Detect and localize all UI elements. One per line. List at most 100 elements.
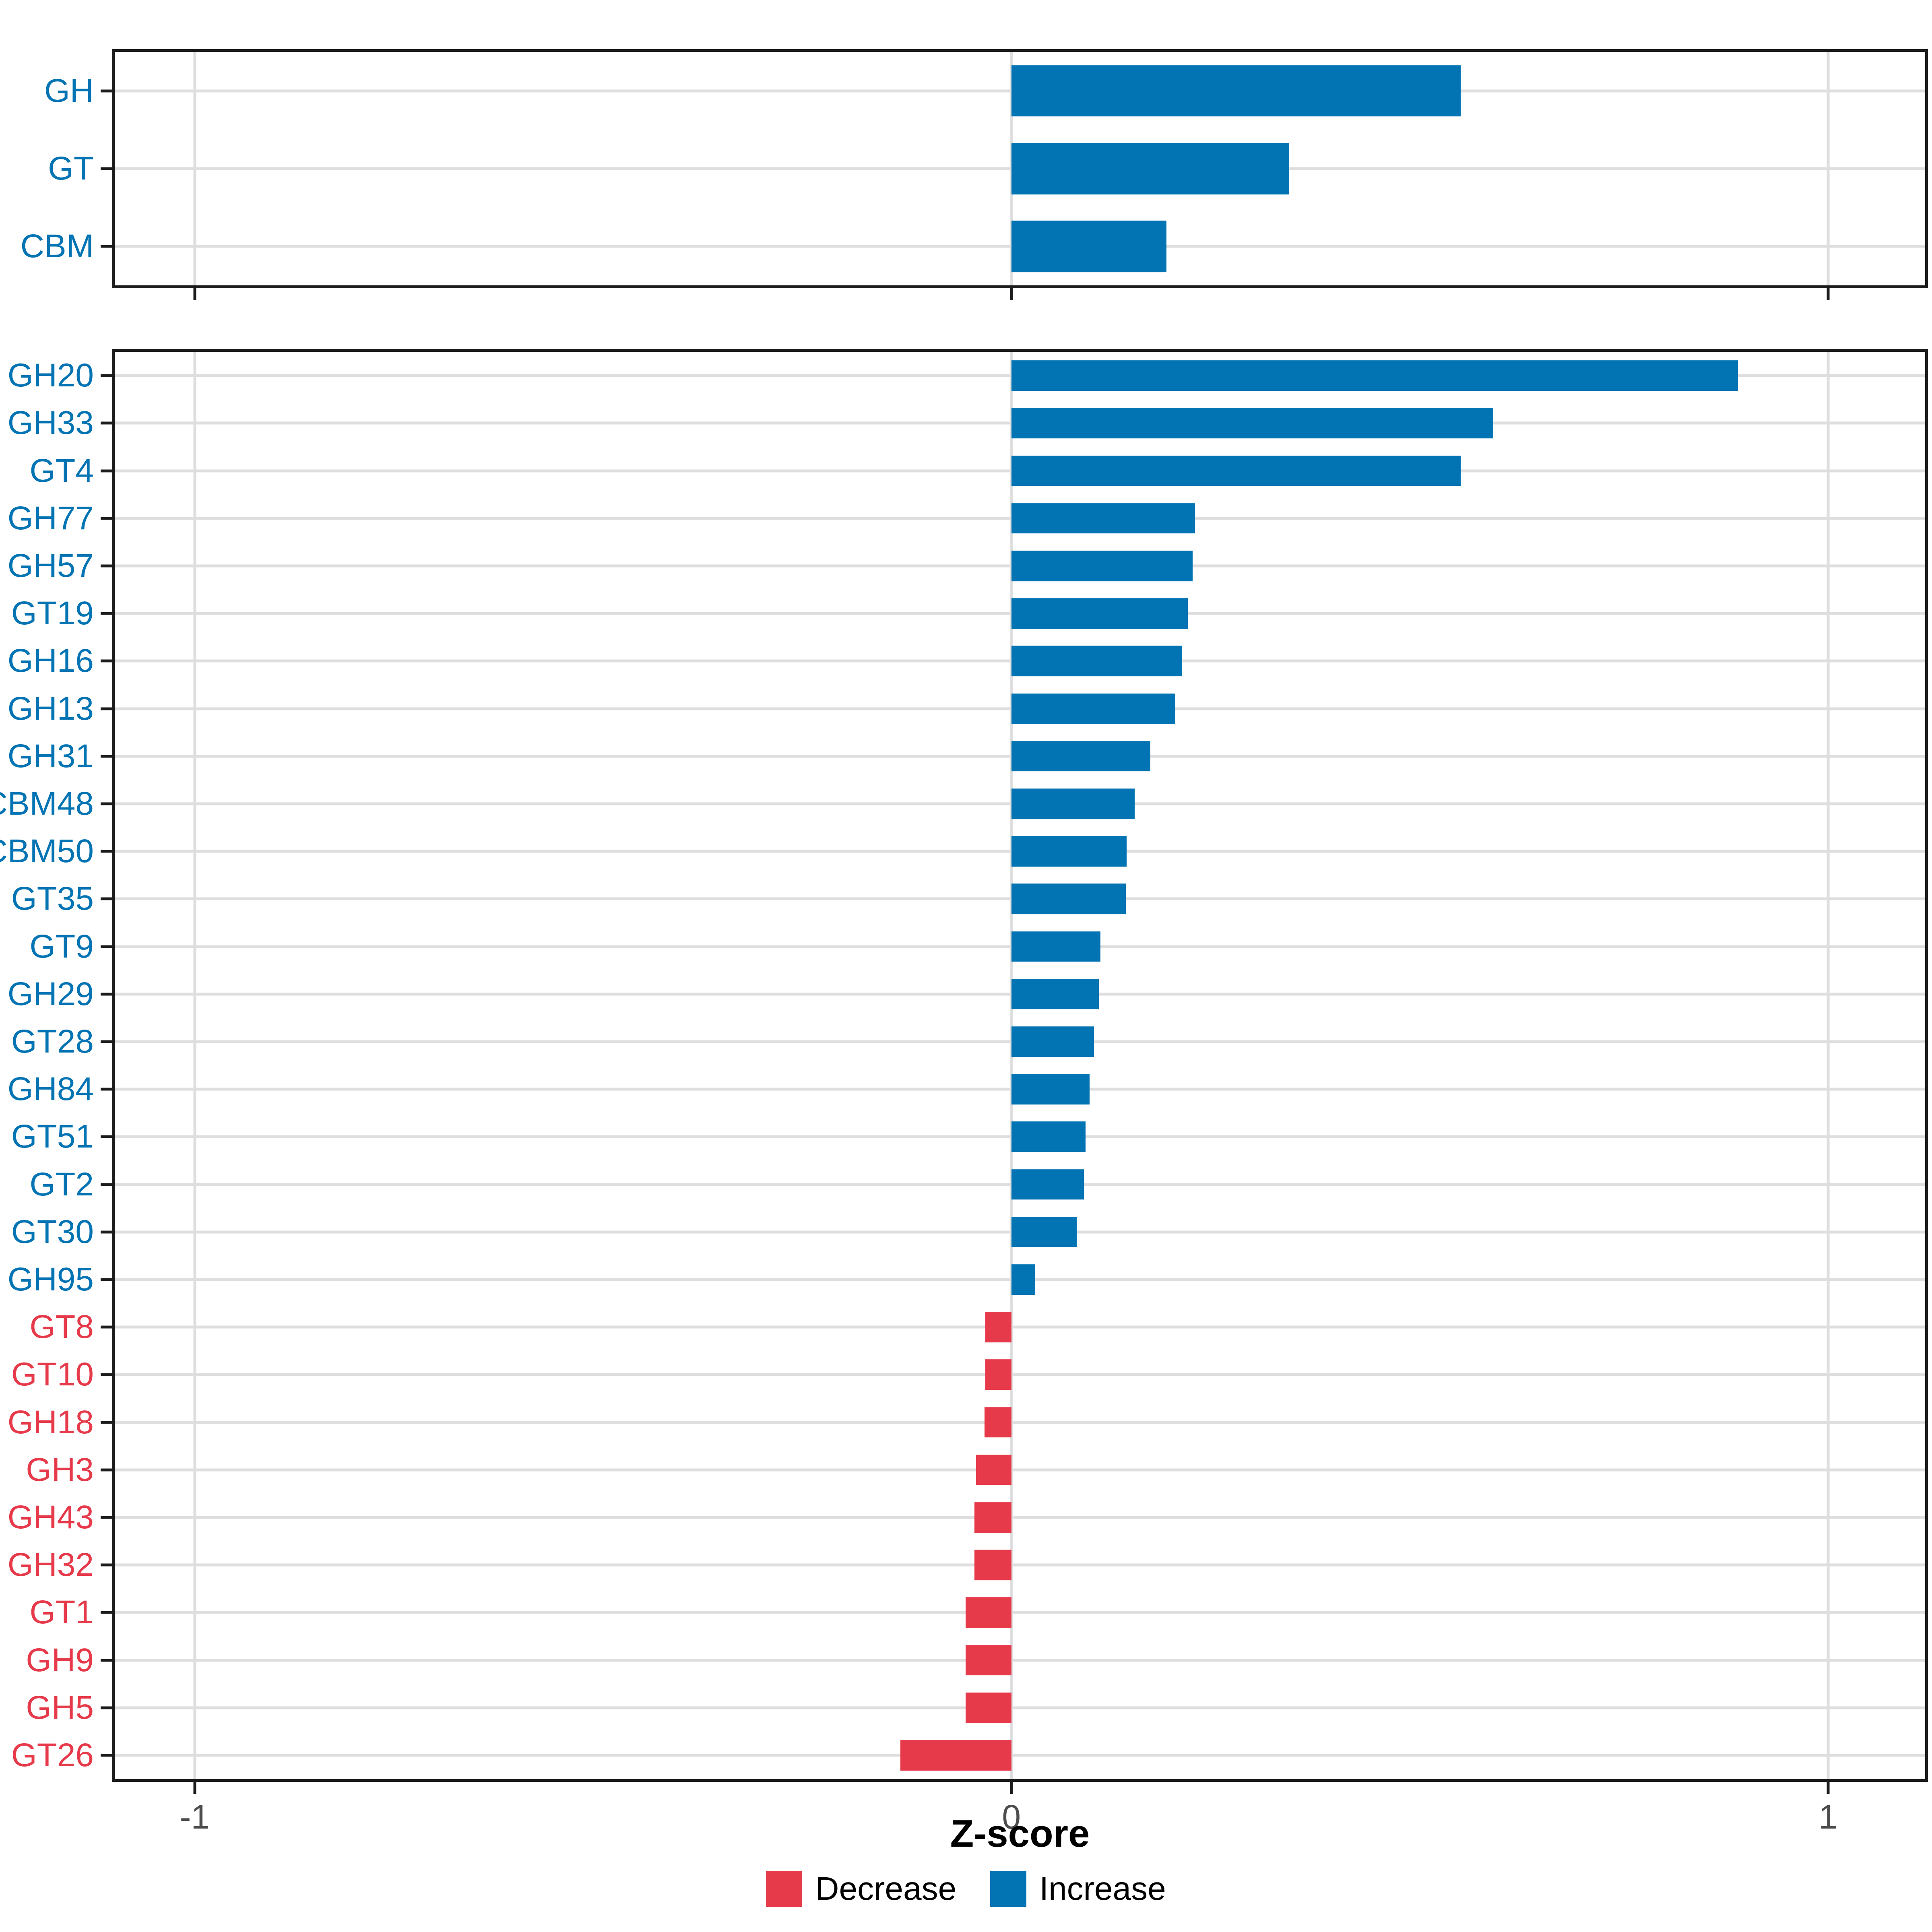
y-axis-label-CBM50: CBM50 [0, 833, 94, 870]
x-tick [193, 1782, 196, 1794]
y-tick [101, 707, 112, 710]
bar-row-GT2: GT2 [30, 1160, 1925, 1208]
y-gridline [115, 1706, 1925, 1709]
bar-row-GH31: GH31 [8, 733, 1925, 780]
legend-key-increase-swatch [990, 1871, 1027, 1907]
bar-GT19 [1011, 598, 1188, 629]
y-axis-label-GT10: GT10 [11, 1356, 94, 1393]
y-axis-label-GH16: GH16 [7, 642, 94, 679]
x-tick [1827, 288, 1830, 300]
y-tick [101, 1611, 112, 1614]
bar-GH57 [1011, 551, 1193, 581]
y-axis-label-GH5: GH5 [26, 1689, 94, 1726]
bar-GH77 [1011, 503, 1195, 534]
y-axis-label-GH77: GH77 [7, 500, 94, 537]
x-tick [1827, 1782, 1830, 1794]
y-tick [101, 1278, 112, 1281]
panel-enzyme-families: GH20GH33GT4GH77GH57GT19GH16GH13GH31CBM48… [0, 349, 1928, 1834]
y-tick [101, 374, 112, 377]
y-gridline [115, 1373, 1925, 1376]
y-gridline [115, 1611, 1925, 1614]
x-tick-label--1: -1 [180, 1798, 210, 1836]
y-axis-label-GT: GT [48, 150, 94, 187]
y-gridline [115, 1754, 1925, 1757]
bar-row-GT1: GT1 [30, 1589, 1925, 1636]
legend-item-increase: Increase [990, 1871, 1166, 1907]
y-tick [101, 1183, 112, 1186]
bar-GH3 [976, 1454, 1011, 1485]
y-tick [101, 1659, 112, 1662]
y-axis-label-GH57: GH57 [7, 547, 94, 584]
bar-GT30 [1011, 1216, 1077, 1247]
bar-row-GT26: GT26 [11, 1732, 1925, 1779]
y-axis-label-GH20: GH20 [7, 357, 94, 394]
y-tick [101, 564, 112, 568]
y-axis-label-CBM48: CBM48 [0, 785, 94, 822]
y-tick [101, 850, 112, 853]
y-gridline [115, 1468, 1925, 1472]
bar-row-GT19: GT19 [11, 590, 1925, 637]
y-gridline [115, 1325, 1925, 1329]
legend-item-decrease: Decrease [766, 1871, 956, 1907]
bar-GT8 [985, 1312, 1011, 1342]
bar-row-GH43: GH43 [8, 1494, 1925, 1541]
y-axis-label-GT35: GT35 [11, 880, 94, 917]
bar-GH9 [966, 1645, 1011, 1676]
y-axis-label-GT4: GT4 [29, 452, 94, 489]
bar-CBM [1011, 221, 1167, 272]
bar-GH43 [974, 1502, 1011, 1533]
y-axis-label-GT2: GT2 [29, 1166, 94, 1203]
bar-row-CBM50: CBM50 [0, 828, 1925, 875]
bar-GH [1011, 65, 1461, 117]
x-gridline [1010, 352, 1013, 1779]
panel-enzyme-groups: GH GT CBM [21, 49, 1928, 300]
bar-row-GT35: GT35 [11, 875, 1925, 923]
y-tick [101, 89, 112, 93]
legend-key-decrease-swatch [766, 1871, 803, 1907]
bar-row-GT4: GT4 [30, 447, 1925, 494]
bar-GH18 [984, 1407, 1011, 1438]
y-gridline [115, 1421, 1925, 1424]
bar-row-GH32: GH32 [8, 1541, 1925, 1589]
x-axis-title: Z-score [950, 1812, 1090, 1855]
bar-row-CBM: CBM [21, 208, 1925, 285]
y-tick [101, 1468, 112, 1472]
bar-row-GT28: GT28 [11, 1018, 1925, 1065]
bar-GH32 [974, 1550, 1011, 1580]
bar-row-GH18: GH18 [8, 1398, 1925, 1446]
y-axis-label-GT26: GT26 [11, 1736, 94, 1773]
y-axis-label-GH84: GH84 [7, 1071, 94, 1108]
bar-GT26 [900, 1740, 1011, 1771]
bar-row-GH20: GH20 [8, 352, 1925, 399]
x-gridline [193, 352, 196, 1779]
y-gridline [115, 1563, 1925, 1567]
bar-GH84 [1011, 1074, 1090, 1104]
x-tick-label-1: 1 [1818, 1798, 1837, 1836]
x-tick [1010, 1782, 1013, 1794]
y-axis-label-GH32: GH32 [7, 1546, 94, 1583]
bar-row-GH: GH [44, 52, 1925, 130]
bar-row-GT8: GT8 [30, 1303, 1925, 1351]
bar-row-GH95: GH95 [8, 1256, 1925, 1303]
y-axis-label-GH18: GH18 [7, 1404, 94, 1441]
y-tick [101, 421, 112, 425]
bar-GT4 [1011, 455, 1461, 486]
bar-GH33 [1011, 408, 1493, 439]
bar-CBM50 [1011, 836, 1127, 867]
bar-GH16 [1011, 646, 1182, 677]
bar-row-GH5: GH5 [26, 1684, 1925, 1732]
bar-row-GH3: GH3 [26, 1446, 1925, 1494]
y-axis-label-GT51: GT51 [11, 1118, 94, 1155]
bar-GH13 [1011, 693, 1176, 724]
bar-GH29 [1011, 978, 1099, 1009]
legend: Decrease Increase [0, 1871, 1932, 1907]
y-axis-label-GH: GH [44, 72, 94, 109]
y-axis-label-GH9: GH9 [26, 1641, 94, 1678]
y-tick [101, 993, 112, 996]
bar-row-GH9: GH9 [26, 1636, 1925, 1684]
y-tick [101, 245, 112, 248]
y-tick [101, 1373, 112, 1376]
y-tick [101, 1040, 112, 1043]
y-axis-label-GT30: GT30 [11, 1213, 94, 1250]
bar-GH20 [1011, 360, 1738, 391]
